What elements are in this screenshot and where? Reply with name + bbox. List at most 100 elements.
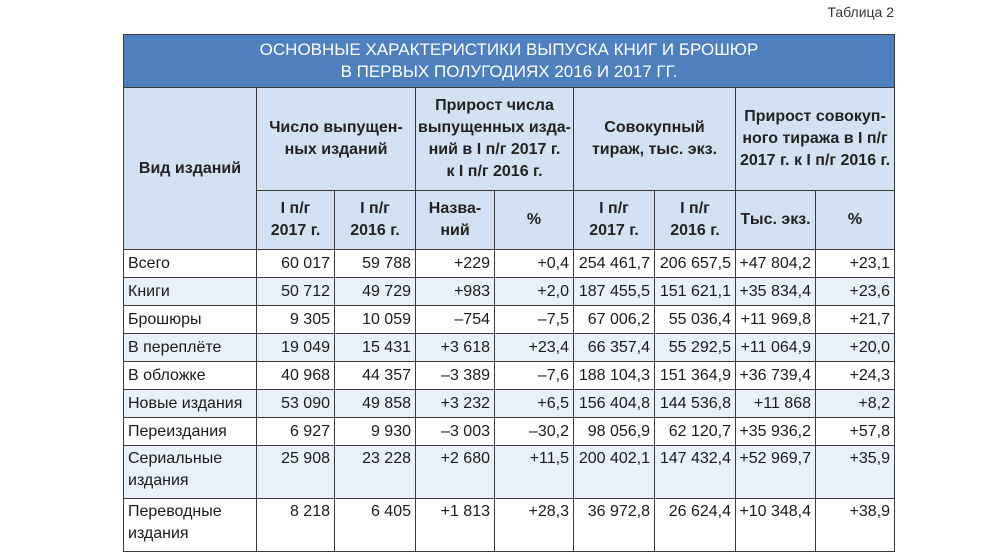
subheader-line: 2016 г. [670,222,720,239]
subheader-names: Назва- ний [415,190,495,250]
cell-t2017: 98 056,9 [573,417,655,446]
table-row: Новые издания 53 090 49 858 +3 232 +6,5 156 4… [123,389,896,418]
cell-pct: –30,2 [494,417,574,446]
cell-pct: +23,4 [494,333,574,362]
cell-t2017: 188 104,3 [573,361,655,390]
cell-names: +2 680 [415,445,495,499]
cell-pct2: +20,0 [814,333,896,362]
cell-pct: +11,5 [494,445,574,499]
cell-c2016: 6 405 [334,498,416,552]
cell-c2016: 9 930 [334,417,416,446]
row-label-line: издания [128,472,189,489]
cell-c2017: 40 968 [256,361,335,390]
row-label: Переводные издания [123,498,257,552]
cell-names: +983 [415,277,495,306]
cell-t2016: 151 621,1 [654,277,736,306]
table-caption: Таблица 2 [827,4,894,20]
subheader-c2016: I п/г 2016 г. [334,190,416,250]
cell-t2016: 55 036,4 [654,305,736,334]
cell-c2017: 9 305 [256,305,335,334]
cell-t2017: 36 972,8 [573,498,655,552]
row-label-line: Новые издания [128,394,243,412]
table-row: Книги 50 712 49 729 +983 +2,0 187 455,5 151 62… [123,277,896,306]
cell-names: –754 [415,305,495,334]
cell-names: –3 003 [415,417,495,446]
cell-t2017: 200 402,1 [573,445,655,499]
subheader-c2017: I п/г 2017 г. [256,190,335,250]
header-count-line: ных изданий [284,141,388,158]
cell-pct2: +8,2 [814,389,896,418]
table-row: Переиздания 6 927 9 930 –3 003 –30,2 98 056,9… [123,417,896,446]
cell-t2016: 62 120,7 [654,417,736,446]
cell-pct2: +23,1 [814,249,896,278]
cell-pct2: +35,9 [814,445,896,499]
row-label-line: Книги [128,282,170,300]
subheader-line: I п/г [360,200,390,217]
cell-names: +3 618 [415,333,495,362]
row-label: Книги [123,277,257,306]
row-label: Сериальные издания [123,445,257,499]
header-growth-count-line: Прирост числа [435,97,554,114]
cell-c2017: 53 090 [256,389,335,418]
cell-pct: +2,0 [494,277,574,306]
cell-c2017: 19 049 [256,333,335,362]
subheader-t2016: I п/г 2016 г. [654,190,736,250]
header-circulation-line: Совокупный [604,119,705,136]
cell-c2017: 25 908 [256,445,335,499]
subheader-line: I п/г [599,200,629,217]
cell-c2016: 44 357 [334,361,416,390]
header-growth-circ-line: Прирост совокуп- [744,108,886,125]
cell-c2017: 60 017 [256,249,335,278]
row-label: Всего [123,249,257,278]
cell-names: –3 389 [415,361,495,390]
cell-names: +3 232 [415,389,495,418]
subheader-thous: Тыс. экз. [735,190,816,250]
cell-thous: +10 348,4 [735,498,816,552]
cell-c2017: 6 927 [256,417,335,446]
cell-thous: +11 868 [735,389,816,418]
cell-names: +229 [415,249,495,278]
header-growth-count-line: к I п/г 2016 г. [446,163,543,180]
subheader-line: 2017 г. [589,222,639,239]
cell-thous: +35 936,2 [735,417,816,446]
row-label-line: Переиздания [128,422,227,440]
row-label: В переплёте [123,333,257,362]
table-row: В обложке 40 968 44 357 –3 389 –7,6 188 104,3… [123,361,896,390]
row-label-line: издания [128,525,189,542]
table-body: Всего 60 017 59 788 +229 +0,4 254 461,7 206 65… [123,249,896,552]
cell-thous: +11 969,8 [735,305,816,334]
cell-pct2: +57,8 [814,417,896,446]
table-row: Сериальные издания 25 908 23 228 +2 680 +11,5… [123,445,896,499]
cell-pct2: +23,6 [814,277,896,306]
cell-c2017: 8 218 [256,498,335,552]
cell-pct: –7,5 [494,305,574,334]
header-growth-count-line: выпущенных изда- [418,119,571,136]
cell-pct2: +21,7 [814,305,896,334]
table-row: В переплёте 19 049 15 431 +3 618 +23,4 66 357… [123,333,896,362]
cell-c2016: 49 729 [334,277,416,306]
cell-t2016: 147 432,4 [654,445,736,499]
cell-t2016: 26 624,4 [654,498,736,552]
cell-thous: +36 739,4 [735,361,816,390]
cell-t2016: 144 536,8 [654,389,736,418]
row-label: Новые издания [123,389,257,418]
table-row: Брошюры 9 305 10 059 –754 –7,5 67 006,2 55 036… [123,305,896,334]
subheader-pct: % [494,190,574,250]
cell-pct: –7,6 [494,361,574,390]
cell-pct: +6,5 [494,389,574,418]
cell-t2016: 151 364,9 [654,361,736,390]
cell-t2017: 254 461,7 [573,249,655,278]
cell-pct: +28,3 [494,498,574,552]
header-growth-circ-line: 2017 г. к I п/г 2016 г. [739,152,891,169]
cell-thous: +11 064,9 [735,333,816,362]
cell-thous: +52 969,7 [735,445,816,499]
subheader-line: I п/г [280,200,311,217]
cell-c2016: 59 788 [334,249,416,278]
subheader-t2017: I п/г 2017 г. [573,190,655,250]
subheader-line: I п/г [680,200,710,217]
header-count-line: Число выпущен- [269,119,403,136]
subheader-line: ний [440,222,470,239]
header-growth-count-line: ний в I п/г 2017 г. [428,141,561,158]
title-line-1: ОСНОВНЫЕ ХАРАКТЕРИСТИКИ ВЫПУСКА КНИГ И Б… [259,40,759,59]
row-label-line: Брошюры [128,310,202,328]
